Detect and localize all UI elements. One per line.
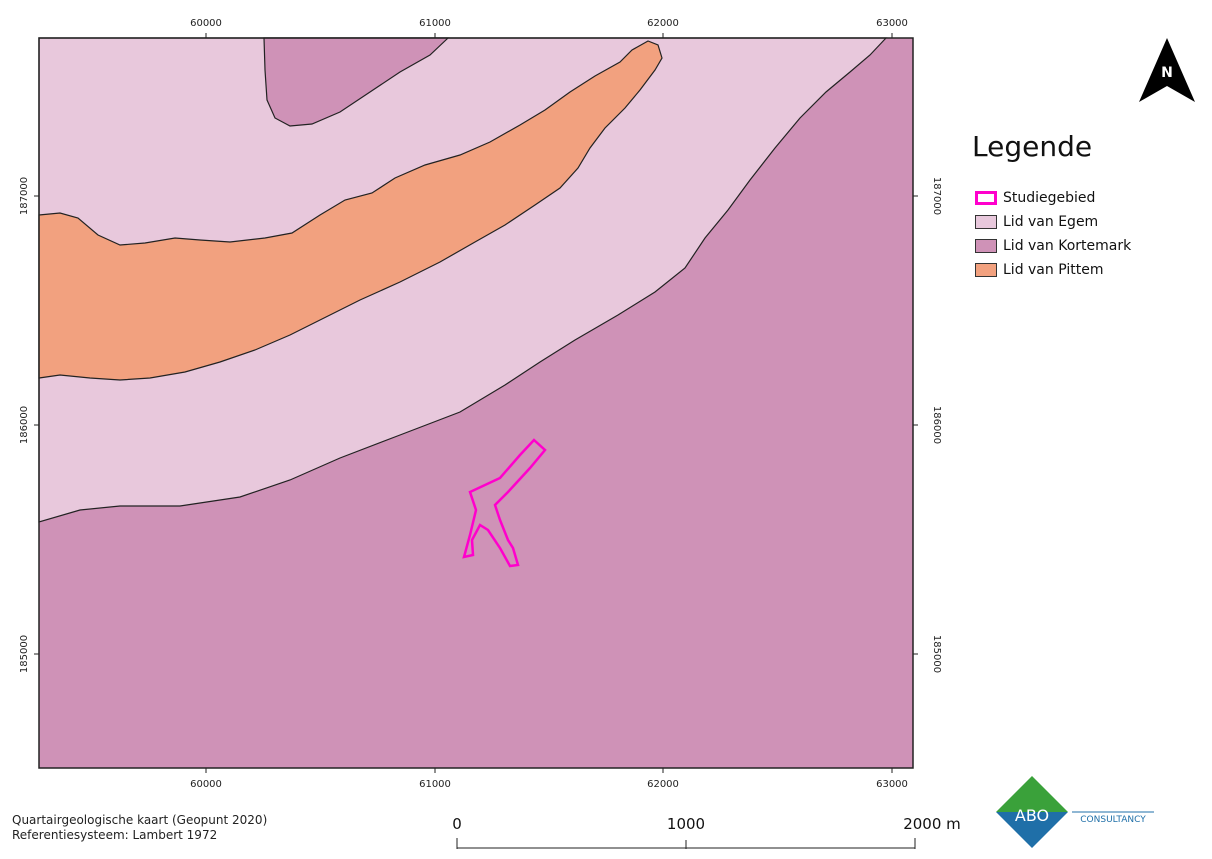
logo-text: ABO [1015,806,1049,825]
abo-logo: ABO CONSULTANCY [996,776,1154,848]
x-tick-top-4: 63000 [876,18,908,29]
x-tick-bottom-2: 61000 [419,779,451,790]
north-label: N [1161,65,1173,81]
legend-item-egem: Lid van Egem [975,210,1131,234]
axis-ticks [34,33,918,773]
legend-label: Studiegebied [1003,190,1096,206]
map-credits: Quartairgeologische kaart (Geopunt 2020)… [12,813,267,843]
studiegebied-area [462,438,547,568]
legend-item-studiegebied: Studiegebied [975,186,1131,210]
credits-source: Quartairgeologische kaart (Geopunt 2020) [12,813,268,827]
legend-swatch-egem [975,215,997,229]
credits-reference-system: Referentiesysteem: Lambert 1972 [12,828,218,842]
legend-swatch-studiegebied [975,191,997,205]
pittem-area [38,40,663,381]
logo-subtext: CONSULTANCY [1080,815,1146,825]
legend: Studiegebied Lid van Egem Lid van Kortem… [975,186,1131,282]
legend-label: Lid van Egem [1003,214,1099,230]
y-tick-right-1: 187000 [931,177,942,215]
y-tick-left-3: 185000 [19,635,30,673]
scale-label-1000: 1000 [667,815,705,833]
legend-swatch-pittem [975,263,997,277]
kortemark-top-patch [263,37,450,127]
y-tick-left-2: 186000 [19,406,30,444]
map-frame [38,37,914,769]
legend-label: Lid van Pittem [1003,262,1104,278]
x-tick-top-2: 61000 [419,18,451,29]
scale-bar: 0 1000 2000 m [452,815,961,849]
scale-label-0: 0 [452,815,462,833]
x-tick-bottom-4: 63000 [876,779,908,790]
y-tick-right-2: 186000 [931,406,942,444]
scale-label-2000: 2000 m [903,815,961,833]
x-tick-bottom-1: 60000 [190,779,222,790]
x-tick-top-1: 60000 [190,18,222,29]
north-arrow-icon: N [1139,38,1195,102]
x-tick-bottom-3: 62000 [647,779,679,790]
legend-item-kortemark: Lid van Kortemark [975,234,1131,258]
legend-title: Legende [972,130,1093,163]
legend-item-pittem: Lid van Pittem [975,258,1131,282]
legend-swatch-kortemark [975,239,997,253]
y-tick-right-3: 185000 [931,635,942,673]
egem-area [38,37,888,523]
y-tick-left-1: 187000 [19,177,30,215]
x-tick-top-3: 62000 [647,18,679,29]
legend-label: Lid van Kortemark [1003,238,1132,254]
